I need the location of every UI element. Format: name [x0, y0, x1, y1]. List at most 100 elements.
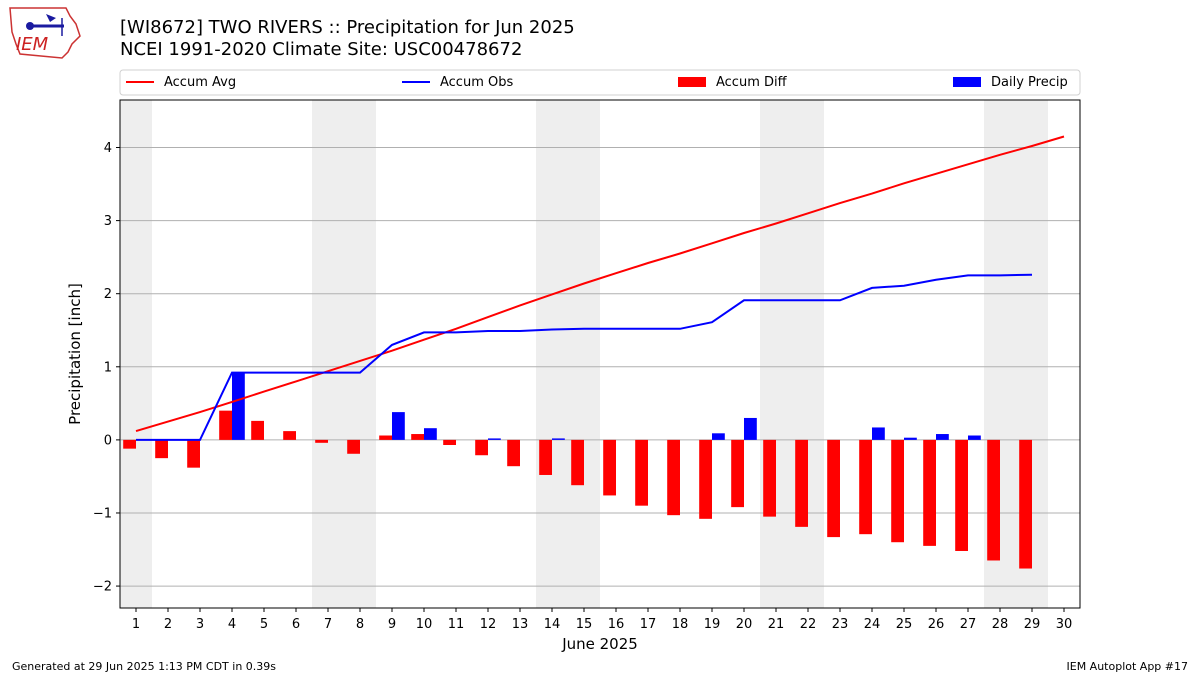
x-tick-label: 15 — [576, 617, 593, 632]
accum-diff-bar — [283, 431, 296, 440]
x-tick-label: 20 — [736, 617, 753, 632]
daily-precip-bar — [232, 372, 245, 440]
x-tick-label: 7 — [324, 617, 332, 632]
legend-box — [119, 69, 1081, 96]
chart-subtitle: NCEI 1991-2020 Climate Site: USC00478672 — [120, 39, 523, 60]
accum-diff-bar — [571, 439, 584, 486]
accum-diff-bar — [187, 439, 200, 468]
accum-diff-bar — [251, 420, 264, 440]
legend-accum-diff-label: Accum Diff — [716, 75, 788, 90]
accum-diff-bar — [635, 439, 648, 506]
x-tick-label: 13 — [512, 617, 529, 632]
accum-diff-bar — [891, 439, 904, 543]
logo-text: IEM — [16, 34, 49, 55]
plot-frame — [119, 99, 1081, 609]
accum-diff-bar — [443, 439, 456, 446]
accum-diff-bar — [155, 439, 168, 459]
accum-diff-bar — [315, 439, 328, 443]
x-tick-label: 17 — [640, 617, 657, 632]
daily-precip-bar — [936, 434, 949, 440]
chart-title: [WI8672] TWO RIVERS :: Precipitation for… — [120, 17, 575, 38]
y-tick-label: 3 — [104, 214, 112, 229]
x-tick-label: 3 — [196, 617, 204, 632]
accum-diff-bar — [475, 439, 488, 456]
daily-precip-bar — [968, 435, 981, 440]
accum-diff-bar — [539, 439, 552, 475]
weekend-shading — [120, 100, 1048, 608]
weekend-shade — [792, 100, 824, 608]
accum-diff-bar — [763, 439, 776, 517]
legend-daily-precip-label: Daily Precip — [991, 75, 1068, 90]
x-tick-label: 18 — [672, 617, 689, 632]
x-tick-label: 12 — [480, 617, 497, 632]
y-tick-label: 1 — [104, 360, 112, 375]
x-tick-label: 11 — [448, 617, 465, 632]
accum-diff-bar — [219, 410, 232, 440]
x-tick-label: 21 — [768, 617, 785, 632]
y-tick-label: −1 — [93, 506, 112, 521]
legend-daily-precip: Daily Precip — [953, 75, 1068, 90]
accum-diff-bar — [347, 439, 360, 454]
weekend-shade — [312, 100, 344, 608]
daily-precip-bar — [424, 428, 437, 440]
y-axis-label: Precipitation [inch] — [66, 283, 84, 425]
x-tick-label: 5 — [260, 617, 268, 632]
x-tick-label: 24 — [864, 617, 881, 632]
daily-precip-bar — [744, 417, 757, 440]
accum-diff-bar — [859, 439, 872, 535]
weekend-shade — [568, 100, 600, 608]
x-tick-label: 27 — [960, 617, 977, 632]
x-tick-label: 29 — [1024, 617, 1041, 632]
accum-diff-bar — [731, 439, 744, 508]
legend-accum-diff: Accum Diff — [678, 75, 788, 90]
bar-series — [123, 372, 1032, 569]
x-axis-label: June 2025 — [561, 635, 638, 653]
daily-precip-bar — [904, 437, 917, 440]
x-tick-label: 10 — [416, 617, 433, 632]
iem-logo: IEM — [9, 7, 81, 59]
daily-precip-bar — [392, 412, 405, 440]
x-tick-label: 25 — [896, 617, 913, 632]
y-tick-label: −2 — [93, 580, 112, 595]
x-tick-label: 1 — [132, 617, 140, 632]
accum-diff-bar — [955, 439, 968, 551]
accum-diff-bar — [123, 439, 136, 449]
weekend-shade — [760, 100, 792, 608]
weekend-shade — [120, 100, 152, 608]
legend-accum-obs: Accum Obs — [402, 75, 513, 90]
legend-accum-diff-swatch — [678, 77, 706, 87]
y-tick-label: 2 — [104, 287, 112, 302]
accum-diff-bar — [827, 439, 840, 538]
accum-diff-bar — [603, 439, 616, 496]
x-tick-label: 22 — [800, 617, 817, 632]
x-tick-label: 2 — [164, 617, 172, 632]
weekend-shade — [344, 100, 376, 608]
legend-accum-avg-label: Accum Avg — [164, 75, 236, 90]
accum-diff-bar — [795, 439, 808, 527]
x-tick-label: 19 — [704, 617, 721, 632]
legend-accum-obs-label: Accum Obs — [440, 75, 513, 90]
daily-precip-bar — [552, 438, 565, 440]
x-tick-label: 8 — [356, 617, 364, 632]
accum-diff-bar — [411, 434, 424, 440]
x-tick-label: 9 — [388, 617, 396, 632]
accum-diff-bar — [667, 439, 680, 516]
grid-lines — [120, 147, 1080, 587]
app-credit: IEM Autoplot App #17 — [1066, 660, 1189, 673]
legend-accum-avg: Accum Avg — [126, 75, 236, 90]
accum-obs-line — [136, 273, 1033, 441]
x-tick-label: 6 — [292, 617, 300, 632]
x-tick-label: 14 — [544, 617, 561, 632]
line-series — [135, 135, 1065, 441]
weekend-shade — [536, 100, 568, 608]
y-tick-label: 4 — [104, 141, 112, 156]
accum-diff-bar — [507, 439, 520, 467]
x-tick-label: 26 — [928, 617, 945, 632]
daily-precip-bar — [488, 438, 501, 440]
accum-diff-bar — [699, 439, 712, 519]
generated-timestamp: Generated at 29 Jun 2025 1:13 PM CDT in … — [12, 660, 277, 673]
legend-daily-precip-swatch — [953, 77, 981, 87]
x-tick-label: 23 — [832, 617, 849, 632]
